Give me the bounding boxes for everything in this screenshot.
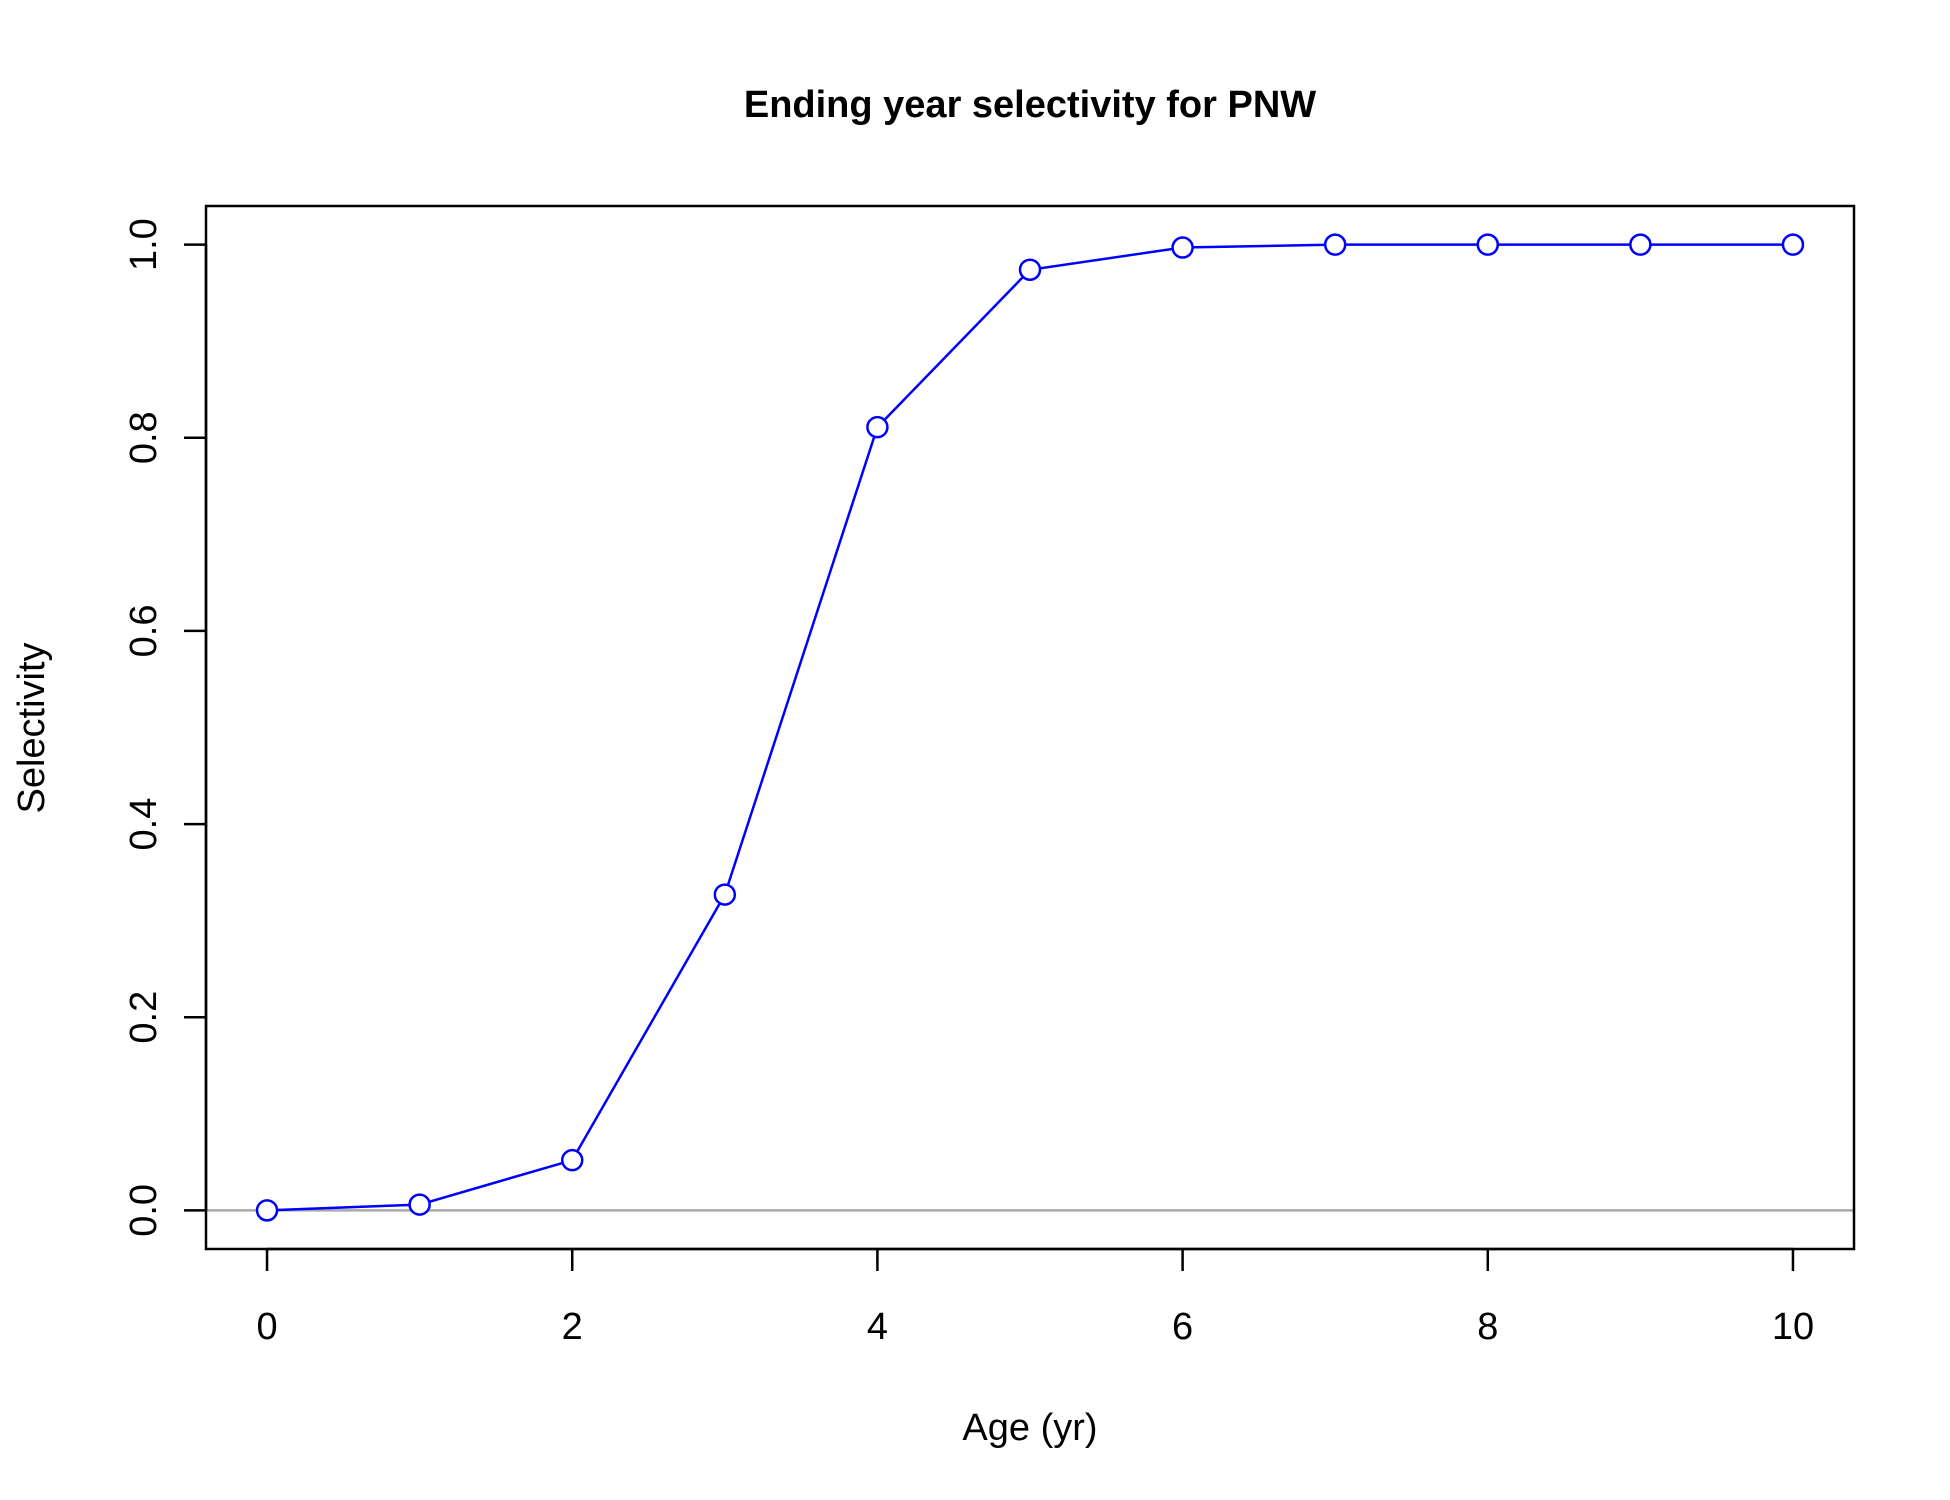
x-tick-label: 6 — [1172, 1306, 1193, 1348]
y-axis-label: Selectivity — [11, 642, 53, 813]
y-axis: 0.0 0.2 0.4 0.6 0.8 1.0 — [123, 218, 208, 1237]
data-point — [1018, 258, 1042, 281]
data-point — [560, 1148, 584, 1172]
data-point — [713, 883, 737, 906]
y-tick-label: 0.6 — [123, 605, 165, 658]
series-line — [266, 243, 1793, 1212]
data-point — [1781, 233, 1805, 256]
data-point — [866, 415, 889, 439]
x-tick-label: 2 — [562, 1306, 583, 1348]
plot-frame — [204, 204, 1856, 1251]
x-tick-label: 8 — [1477, 1306, 1498, 1348]
x-tick-label: 4 — [867, 1306, 888, 1348]
x-axis-label: Age (yr) — [962, 1407, 1097, 1449]
x-tick-label: 10 — [1772, 1306, 1814, 1348]
data-point — [1323, 233, 1347, 256]
data-point — [1476, 233, 1500, 256]
y-tick-label: 0.8 — [123, 411, 165, 464]
y-tick-label: 0.2 — [123, 991, 165, 1044]
data-point — [255, 1199, 279, 1222]
x-tick-label: 0 — [256, 1306, 277, 1348]
data-point — [1629, 233, 1652, 256]
y-tick-label: 1.0 — [123, 218, 165, 271]
y-tick-label: 0.4 — [123, 798, 165, 851]
y-tick-label: 0.0 — [123, 1184, 165, 1237]
x-axis: 0 2 4 6 8 10 — [256, 1247, 1814, 1348]
series-layer — [255, 233, 1805, 1222]
data-point — [408, 1193, 431, 1216]
data-point — [1171, 236, 1194, 259]
chart-title: Ending year selectivity for PNW — [744, 84, 1316, 126]
